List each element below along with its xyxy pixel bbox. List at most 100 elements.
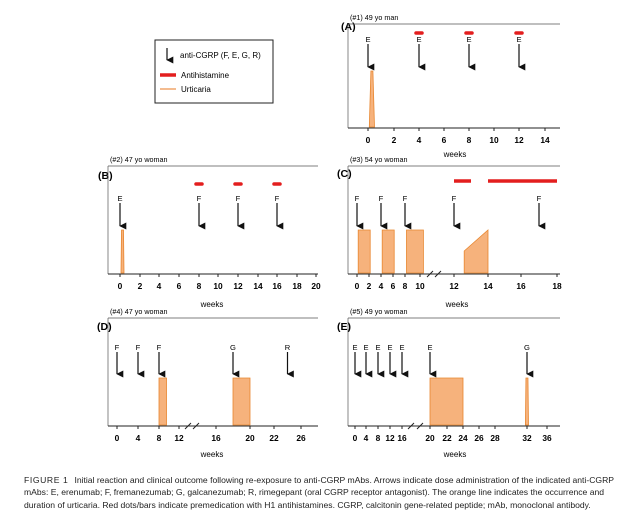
x-tick-label: 10 (415, 281, 425, 291)
dose-label: G (230, 343, 236, 352)
x-tick-label: 20 (311, 281, 321, 291)
x-tick-label: 0 (353, 433, 358, 443)
x-tick-label: 18 (552, 281, 562, 291)
x-tick-label: 0 (355, 281, 360, 291)
x-tick-label: 0 (366, 135, 371, 145)
x-tick-label: 20 (425, 433, 435, 443)
caption-label: FIGURE 1 (24, 475, 69, 485)
x-tick-label: 4 (157, 281, 162, 291)
x-tick-label: 2 (367, 281, 372, 291)
x-tick-label: 16 (516, 281, 526, 291)
x-tick-label: 4 (379, 281, 384, 291)
x-tick-label: 4 (417, 135, 422, 145)
x-tick-label: 12 (174, 433, 184, 443)
urticaria-area (463, 229, 489, 274)
legend: anti-CGRP (F, E, G, R) Antihistamine Urt… (154, 39, 274, 104)
dose-label: F (355, 194, 360, 203)
axis-break-mark (407, 422, 415, 430)
dose-label: F (136, 343, 141, 352)
legend-antihistamine-label: Antihistamine (181, 71, 230, 80)
dose-label: E (352, 343, 357, 352)
panel-letter: (E) (337, 321, 351, 333)
x-tick-label: 8 (197, 281, 202, 291)
dose-label: E (375, 343, 380, 352)
x-tick-label: 26 (474, 433, 484, 443)
urticaria-area (232, 377, 251, 426)
x-tick-label: 18 (292, 281, 302, 291)
x-tick-label: 10 (489, 135, 499, 145)
legend-urticaria-label: Urticaria (181, 85, 211, 94)
x-axis-label: weeks (200, 450, 224, 459)
axis-break-mark (426, 270, 434, 278)
x-axis-label: weeks (443, 450, 467, 459)
urticaria-area (381, 229, 395, 274)
panel-letter: (D) (97, 321, 112, 333)
axis-break-mark (184, 422, 192, 430)
panel-title: (#1) 49 yo man (350, 13, 398, 22)
x-tick-label: 6 (391, 281, 396, 291)
dose-label: E (516, 35, 521, 44)
figure-canvas: anti-CGRP (F, E, G, R) Antihistamine Urt… (97, 13, 562, 459)
x-tick-label: 0 (115, 433, 120, 443)
urticaria-area (158, 377, 167, 426)
x-tick-label: 4 (136, 433, 141, 443)
panel-c: (#3) 54 yo woman (C) F F F F F 0 2 4 6 8 10 12 14 16 18 w… (337, 155, 562, 309)
x-tick-label: 2 (392, 135, 397, 145)
dose-label: R (285, 343, 291, 352)
figure-caption: FIGURE 1 Initial reaction and clinical ou… (24, 474, 634, 511)
panel-title: (#5) 49 yo woman (350, 307, 408, 316)
x-tick-label: 8 (376, 433, 381, 443)
panel-d: (#4) 47 yo woman (D) F F F G R 0 4 8 12 16 20 22 26 wee… (97, 307, 318, 459)
axis-break-mark (192, 422, 200, 430)
legend-arrow-label: anti-CGRP (F, E, G, R) (180, 51, 261, 60)
dose-label: F (236, 194, 241, 203)
panel-letter: (B) (98, 170, 113, 182)
axis-break-mark (434, 270, 442, 278)
panel-e: (#5) 49 yo woman(E)E E E E E E G0 4 8 12 16 20 22 24 2… (337, 307, 560, 459)
x-tick-label: 12 (385, 433, 395, 443)
dose-label: F (452, 194, 457, 203)
dose-label: E (427, 343, 432, 352)
urticaria-area (368, 70, 375, 128)
x-tick-label: 32 (522, 433, 532, 443)
x-tick-label: 4 (364, 433, 369, 443)
x-tick-label: 22 (442, 433, 452, 443)
caption-text: Initial reaction and clinical outcome fo… (24, 475, 614, 510)
x-tick-label: 14 (483, 281, 493, 291)
dose-label: E (363, 343, 368, 352)
panel-title: (#3) 54 yo woman (350, 155, 408, 164)
dose-label: F (197, 194, 202, 203)
x-tick-label: 14 (253, 281, 263, 291)
dose-label: E (365, 35, 370, 44)
x-tick-label: 16 (211, 433, 221, 443)
x-axis-label: weeks (443, 150, 467, 159)
dose-label: E (387, 343, 392, 352)
dose-label: G (524, 343, 530, 352)
x-tick-label: 10 (213, 281, 223, 291)
axis-break-mark (416, 422, 424, 430)
x-tick-label: 2 (138, 281, 143, 291)
urticaria-area (524, 377, 529, 426)
x-tick-label: 22 (269, 433, 279, 443)
x-tick-label: 6 (442, 135, 447, 145)
dose-label: F (379, 194, 384, 203)
dose-label: E (117, 194, 122, 203)
x-tick-label: 28 (490, 433, 500, 443)
panel-b: (#2) 47 yo woman (B) E F F F 0 2 4 6 8 10 12 14 16 18 20… (98, 155, 321, 309)
x-axis-label: weeks (200, 300, 224, 309)
urticaria-area (120, 229, 125, 274)
x-tick-label: 12 (514, 135, 524, 145)
x-tick-label: 8 (467, 135, 472, 145)
x-tick-label: 12 (233, 281, 243, 291)
dose-label: F (403, 194, 408, 203)
x-tick-label: 36 (542, 433, 552, 443)
x-tick-label: 16 (272, 281, 282, 291)
legend-box (154, 39, 274, 104)
x-tick-label: 14 (540, 135, 550, 145)
urticaria-area (429, 377, 464, 426)
panel-title: (#4) 47 yo woman (110, 307, 168, 316)
x-tick-label: 20 (245, 433, 255, 443)
dose-label: F (275, 194, 280, 203)
x-tick-label: 26 (296, 433, 306, 443)
